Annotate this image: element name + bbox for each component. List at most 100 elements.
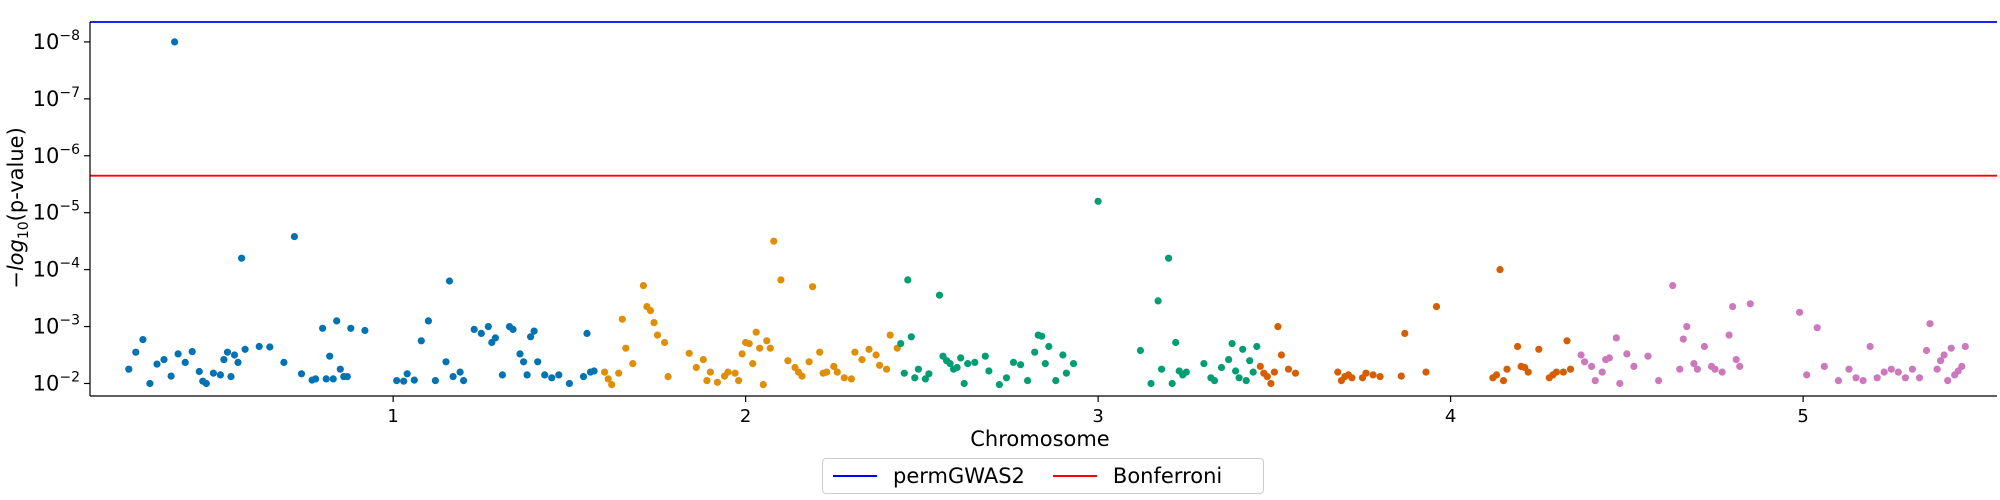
point-chr4-13 [1348, 374, 1356, 382]
point-chr5-47 [1937, 357, 1945, 365]
point-chr2-0 [601, 368, 609, 376]
point-chr1-53 [477, 329, 485, 337]
point-chr2-21 [724, 368, 732, 376]
point-chr5-15 [1679, 335, 1687, 343]
point-chr4-6 [1277, 351, 1285, 359]
point-chr1-56 [491, 334, 499, 342]
point-chr1-43 [410, 376, 418, 384]
point-chr2-30 [759, 381, 767, 389]
point-chr2-52 [876, 361, 884, 369]
point-chr3-28 [1041, 360, 1049, 368]
point-chr1-51 [460, 377, 468, 385]
point-chr5-39 [1887, 365, 1895, 373]
point-chr4-18 [1397, 372, 1405, 380]
point-chr2-53 [883, 365, 891, 373]
point-chr1-49 [449, 373, 457, 381]
point-chr3-24 [1024, 377, 1032, 385]
point-chr5-13 [1669, 282, 1677, 290]
point-chr2-22 [731, 369, 739, 377]
point-chr1-21 [238, 254, 246, 262]
point-chr4-7 [1284, 365, 1293, 373]
point-chr3-50 [1228, 340, 1236, 348]
point-chr3-18 [981, 352, 989, 360]
point-chr1-73 [590, 367, 598, 375]
legend-swatch-bonferroni [1052, 475, 1097, 477]
point-chr1-54 [484, 323, 492, 331]
point-chr5-3 [1591, 377, 1599, 385]
point-chr5-37 [1873, 374, 1881, 382]
point-chr5-14 [1676, 365, 1684, 373]
point-chr2-29 [756, 344, 764, 352]
point-chr5-26 [1736, 362, 1744, 370]
point-chr4-15 [1362, 369, 1370, 377]
point-chr2-35 [784, 357, 792, 365]
point-chr2-39 [805, 358, 813, 366]
point-chr5-10 [1630, 362, 1638, 370]
point-chr2-7 [639, 282, 648, 290]
y-tick-label-4: 10−6 [33, 142, 80, 168]
point-chr1-8 [174, 350, 182, 358]
point-chr5-42 [1908, 365, 1916, 373]
point-chr1-17 [223, 348, 232, 356]
point-chr1-22 [241, 345, 249, 353]
point-chr5-19 [1700, 342, 1708, 351]
point-chr3-38 [1158, 365, 1166, 373]
point-chr2-19 [713, 378, 722, 386]
point-chr3-0 [897, 340, 905, 348]
point-chr1-50 [456, 368, 464, 376]
point-chr2-24 [738, 350, 746, 358]
point-chr5-27 [1746, 300, 1754, 308]
point-chr4-24 [1496, 266, 1504, 274]
point-chr1-35 [336, 365, 344, 373]
point-chr1-11 [195, 367, 203, 376]
data-points [125, 38, 1969, 389]
point-chr1-41 [400, 377, 408, 385]
point-chr3-49 [1225, 356, 1233, 364]
point-chr3-35 [1136, 346, 1144, 355]
point-chr2-31 [763, 337, 771, 345]
point-chr2-11 [653, 331, 662, 339]
point-chr1-38 [347, 324, 355, 332]
point-chr1-9 [181, 358, 189, 366]
point-chr1-42 [403, 370, 411, 378]
point-chr1-18 [227, 373, 235, 381]
point-chr2-5 [622, 344, 630, 352]
threshold-lines [90, 21, 1997, 177]
point-chr5-25 [1732, 356, 1740, 364]
point-chr3-36 [1147, 379, 1155, 388]
legend-item-permgwas2: permGWAS2 [831, 464, 1025, 488]
point-chr3-51 [1232, 367, 1240, 375]
point-chr1-70 [579, 373, 588, 381]
point-chr5-16 [1683, 323, 1691, 331]
point-chr3-23 [1017, 361, 1025, 369]
point-chr3-41 [1172, 338, 1180, 347]
legend-label-bonferroni: Bonferroni [1112, 464, 1223, 488]
point-chr2-50 [865, 345, 873, 353]
point-chr5-9 [1623, 350, 1631, 358]
point-chr3-44 [1182, 368, 1190, 376]
x-tick-label-2: 2 [740, 406, 751, 427]
point-chr1-37 [343, 373, 351, 381]
point-chr1-23 [255, 342, 263, 351]
point-chr3-4 [911, 374, 919, 382]
point-chr1-13 [202, 379, 210, 388]
point-chr2-23 [735, 377, 743, 385]
point-chr3-19 [985, 367, 993, 375]
point-chr4-30 [1524, 368, 1532, 376]
point-chr2-18 [706, 368, 715, 376]
point-chr1-2 [139, 336, 147, 344]
point-chr2-4 [618, 315, 626, 323]
point-chr3-3 [907, 333, 915, 341]
point-chr4-31 [1535, 345, 1543, 353]
legend: permGWAS2 Bonferroni [822, 458, 1264, 494]
point-chr2-12 [661, 338, 669, 347]
point-chr2-41 [816, 348, 824, 356]
point-chr3-14 [957, 354, 965, 362]
point-chr4-16 [1369, 371, 1377, 379]
point-chr5-43 [1915, 374, 1924, 382]
y-tick-label-6: 10−8 [33, 28, 80, 54]
point-chr3-47 [1210, 377, 1219, 385]
point-chr4-23 [1492, 371, 1501, 379]
y-tick-label-1: 10−3 [33, 313, 80, 339]
point-chr3-15 [960, 379, 968, 388]
